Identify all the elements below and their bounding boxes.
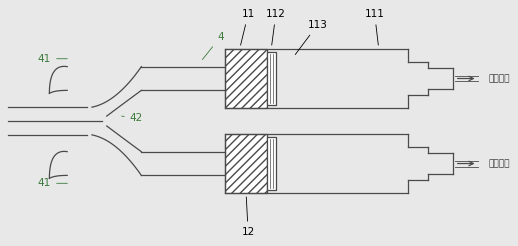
Text: 流体入口: 流体入口 <box>488 74 510 83</box>
Text: 11: 11 <box>240 9 255 45</box>
Text: 流体入口: 流体入口 <box>488 159 510 168</box>
Text: 41: 41 <box>38 54 67 64</box>
Text: 42: 42 <box>122 113 143 123</box>
Text: 113: 113 <box>295 20 327 55</box>
Bar <box>267 137 276 190</box>
Text: 41: 41 <box>38 178 67 188</box>
Text: 12: 12 <box>241 197 255 237</box>
Bar <box>267 52 276 105</box>
Bar <box>225 49 267 108</box>
Bar <box>225 134 267 193</box>
Text: 4: 4 <box>203 32 224 60</box>
Text: 112: 112 <box>266 9 286 45</box>
Text: 111: 111 <box>365 9 385 45</box>
